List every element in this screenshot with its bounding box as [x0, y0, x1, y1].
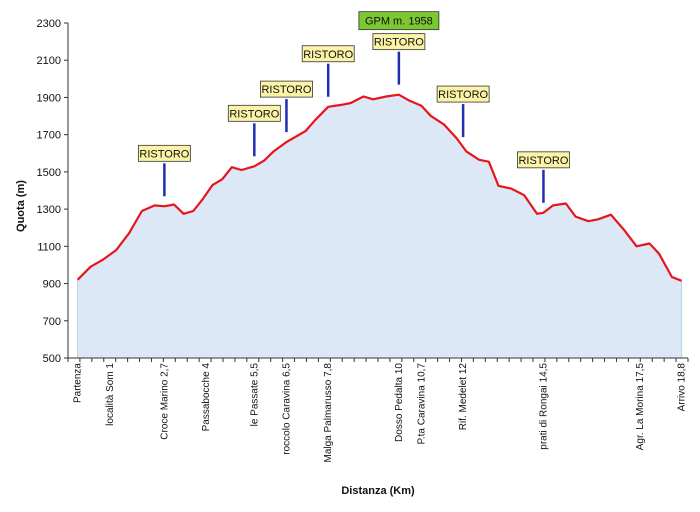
y-tick-label: 700: [43, 316, 61, 328]
ristoro-label: RISTORO: [518, 155, 568, 167]
elevation-area: [77, 94, 682, 358]
y-tick-label: 1500: [37, 167, 61, 179]
y-tick-label: 1300: [37, 204, 61, 216]
elevation-line: [76, 93, 683, 282]
x-tick-label: Croce Marino 2,7: [159, 363, 170, 440]
ristoro-label: RISTORO: [139, 148, 189, 160]
y-tick-label: 900: [43, 279, 61, 291]
y-tick-label: 1700: [37, 130, 61, 142]
ristoro-box: [436, 85, 490, 103]
x-tick-label: Arrivo 18,8: [677, 363, 688, 412]
y-tick-label: 1900: [37, 92, 61, 104]
x-axis-title: Distanza (Km): [341, 485, 415, 497]
x-tick-label: Rif. Medelet 12: [458, 363, 469, 431]
x-tick-label: località Som 1: [105, 363, 116, 426]
ristoro-label: RISTORO: [374, 37, 424, 49]
x-tick-label: prati di Rongai 14,5: [538, 363, 549, 450]
x-axis-labels: Partenza località Som 1 Croce Marino 2,7 Pa…: [73, 363, 688, 463]
y-tick-label: 2100: [37, 55, 61, 67]
ristoro-label: RISTORO: [261, 84, 311, 96]
ristoro-box: [517, 151, 570, 169]
gpm-box: [358, 11, 440, 31]
y-axis: 500 700 900 1100 1300 1500 1700 1900 2100 2300: [37, 18, 69, 365]
ristoro-box: [260, 80, 313, 98]
ristoro-box: [137, 144, 191, 162]
x-tick-label: Agr. La Morina 17,5: [635, 363, 646, 451]
x-tick-label: Passabocche 4: [201, 363, 212, 432]
ristoro-label: RISTORO: [229, 108, 279, 120]
ristoro-markers: RISTORO RISTORO RISTORO RISTORO RISTORO RISTO…: [137, 11, 570, 203]
y-tick-label: 1100: [37, 241, 61, 253]
ristoro-box: [227, 104, 281, 122]
y-axis-title: Quota (m): [15, 180, 27, 232]
x-axis: [67, 357, 689, 362]
x-tick-label: Dosso Pedalta 10: [394, 363, 405, 442]
x-tick-label: P.ta Caravina 10,7: [416, 363, 427, 445]
x-tick-label: roccolo Caravina 6,5: [281, 363, 292, 455]
y-tick-label: 500: [43, 353, 61, 365]
ristoro-box: [372, 33, 426, 51]
ristoro-label: RISTORO: [303, 49, 353, 61]
ristoro-label: RISTORO: [438, 89, 488, 101]
x-tick-label: le Passate 5,5: [249, 363, 260, 427]
ristoro-box: [301, 45, 355, 63]
x-tick-label: Partenza: [73, 363, 84, 403]
x-tick-label: Malga Palmarusso 7,8: [323, 363, 334, 463]
gpm-label: GPM m. 1958: [365, 16, 433, 28]
y-tick-label: 2300: [37, 18, 61, 30]
